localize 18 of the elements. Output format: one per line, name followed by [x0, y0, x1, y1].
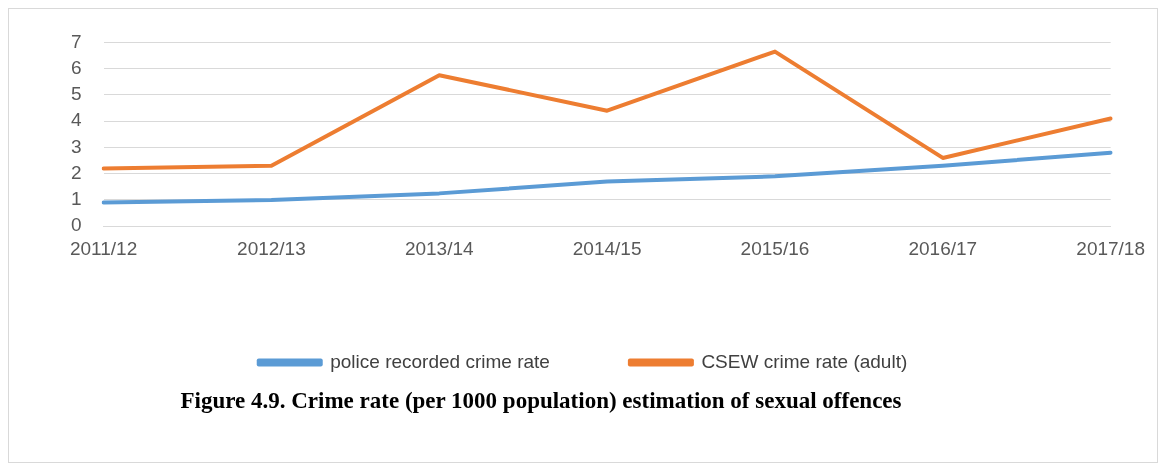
y-tick-label: 1 — [70, 188, 82, 210]
x-tick-label: 2014/15 — [572, 237, 642, 259]
legend-label: police recorded crime rate — [330, 350, 550, 372]
y-tick-label: 0 — [70, 214, 82, 236]
y-tick-label: 7 — [70, 30, 82, 52]
x-tick-label: 2017/18 — [1076, 237, 1145, 259]
legend-label: CSEW crime rate (adult) — [701, 350, 908, 372]
x-tick-label: 2015/16 — [740, 237, 810, 259]
x-tick-label: 2011/12 — [69, 237, 138, 259]
x-tick-label: 2012/13 — [237, 237, 306, 259]
y-tick-label: 2 — [70, 161, 82, 183]
x-tick-label: 2016/17 — [908, 237, 978, 259]
y-tick-label: 5 — [70, 83, 82, 105]
y-tick-label: 6 — [70, 56, 82, 78]
y-tick-label: 4 — [70, 109, 82, 131]
x-tick-label: 2013/14 — [404, 237, 475, 259]
text: Figure 4.9. Crime rate (per 1000 population) estimation of sexual offences — [179, 387, 903, 415]
y-tick-label: 3 — [70, 135, 82, 157]
